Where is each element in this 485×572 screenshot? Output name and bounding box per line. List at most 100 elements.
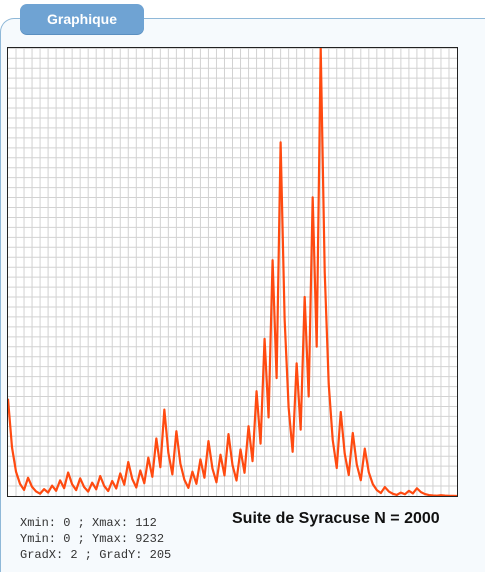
data-point <box>280 141 282 143</box>
data-point <box>296 362 298 364</box>
data-point <box>35 490 37 493</box>
data-point <box>11 446 13 449</box>
data-point <box>207 440 210 442</box>
data-point <box>328 383 330 385</box>
data-point <box>300 429 302 431</box>
data-point <box>308 395 310 398</box>
data-point <box>227 433 230 435</box>
data-point <box>251 460 254 462</box>
data-point <box>167 452 169 454</box>
data-point <box>452 495 454 496</box>
data-point <box>219 454 222 456</box>
data-point <box>87 490 89 493</box>
data-point <box>99 475 101 477</box>
data-point <box>380 492 382 494</box>
data-point <box>191 471 194 473</box>
data-point <box>135 486 137 489</box>
grad-text: GradX: 2 ; GradY: 205 <box>20 548 172 562</box>
data-point <box>195 483 198 485</box>
data-point <box>456 495 457 496</box>
data-point <box>420 491 422 493</box>
data-point <box>55 490 57 492</box>
data-point <box>187 487 190 489</box>
data-point <box>175 430 177 432</box>
data-point <box>151 476 153 478</box>
data-point <box>292 451 294 453</box>
data-point <box>59 479 61 481</box>
data-point <box>211 467 214 470</box>
data-point <box>384 486 386 488</box>
data-point <box>263 338 266 340</box>
data-point <box>235 479 238 482</box>
data-point <box>83 486 85 488</box>
data-point <box>179 462 181 465</box>
data-point <box>131 478 133 480</box>
data-point <box>239 448 242 451</box>
data-point <box>63 487 65 489</box>
data-point <box>408 490 410 492</box>
data-point <box>51 485 53 487</box>
data-point <box>103 485 105 487</box>
data-point <box>223 474 226 476</box>
data-point <box>47 491 49 494</box>
data-point <box>67 471 69 474</box>
data-point <box>344 453 346 455</box>
data-point <box>432 494 434 496</box>
data-point <box>316 346 318 348</box>
data-point <box>396 494 398 496</box>
data-point <box>79 477 81 479</box>
data-point <box>428 494 430 496</box>
data-point <box>95 488 97 490</box>
data-point <box>348 474 350 476</box>
data-point <box>215 481 218 483</box>
data-point <box>364 448 366 450</box>
data-point <box>340 411 342 413</box>
data-point <box>304 296 306 298</box>
data-point <box>43 488 45 490</box>
data-point <box>31 486 33 488</box>
x-range-text: Xmin: 0 ; Xmax: 112 <box>20 516 157 530</box>
data-point <box>284 318 286 320</box>
data-point <box>8 398 9 400</box>
data-point <box>440 494 442 496</box>
plot-area <box>7 47 458 497</box>
data-point <box>352 432 354 434</box>
data-point <box>71 483 73 485</box>
data-point <box>336 467 338 469</box>
data-point <box>271 259 274 261</box>
data-point <box>127 461 129 463</box>
data-point <box>372 483 374 485</box>
data-point <box>19 483 21 485</box>
data-point <box>424 493 426 495</box>
data-point <box>155 437 157 440</box>
data-point <box>27 477 29 479</box>
data-point <box>392 493 394 495</box>
data-point <box>259 443 262 445</box>
data-point <box>183 479 185 481</box>
data-point <box>143 482 145 484</box>
tab-graphique[interactable]: Graphique <box>20 4 144 34</box>
data-point <box>436 495 438 496</box>
data-point <box>356 463 358 466</box>
data-point <box>368 471 370 473</box>
data-point <box>312 196 314 198</box>
data-point <box>412 492 414 495</box>
data-point <box>23 489 25 491</box>
data-point <box>448 495 450 496</box>
data-point <box>91 482 93 484</box>
data-point <box>267 416 270 419</box>
data-point <box>332 439 334 441</box>
grid-lines <box>8 48 457 496</box>
data-point <box>320 48 322 49</box>
data-point <box>159 466 161 468</box>
data-point <box>147 457 149 459</box>
data-point <box>275 377 278 379</box>
data-point <box>139 469 141 472</box>
data-point <box>171 473 173 476</box>
data-point <box>243 472 246 474</box>
data-point <box>119 472 121 474</box>
data-point <box>111 480 113 482</box>
data-point <box>416 487 418 489</box>
data-point <box>39 493 41 495</box>
syracuse-chart <box>8 48 457 496</box>
